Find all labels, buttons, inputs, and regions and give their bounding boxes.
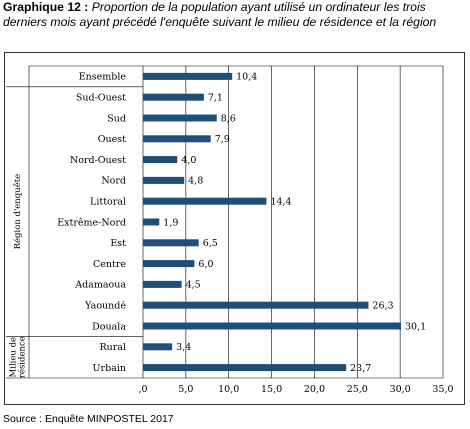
bar [143,260,195,268]
grid-lines [142,65,444,379]
value-label: 3,4 [176,342,191,353]
category-label: Est [110,238,126,249]
category-label: Nord [101,176,126,187]
bar [143,156,178,164]
value-label: 1,9 [163,217,178,228]
category-label: Sud [107,113,126,124]
x-tick-label: 5,0 [178,384,193,395]
x-tick-label: 10,0 [218,384,239,395]
category-label: Douala [92,321,126,332]
bar [143,280,182,288]
x-tick-label: 15,0 [261,384,282,395]
value-label: 8,6 [221,113,236,124]
category-labels: Ensemble Sud-Ouest Sud Ouest Nord-Ouest Nord L… [57,72,126,374]
category-label: Extrême-Nord [57,217,126,228]
value-labels: 10,4 7,1 8,6 7,9 4,0 4,8 14,4 1,9 6,5 6,0 4,5 26,3 3… [163,72,426,374]
value-label: 4,0 [181,155,196,166]
bar [143,343,173,351]
x-tick-label: 30,0 [390,384,411,395]
group-label-line: résidence [17,336,28,378]
bar [143,322,401,330]
x-tick-label: ,0 [138,384,147,395]
value-label: 7,1 [208,93,223,104]
x-tick-label: 25,0 [347,384,368,395]
bar [143,301,369,309]
category-label: Centre [93,259,126,270]
source-note: Source : Enquête MINPOSTEL 2017 [3,413,174,425]
bar [143,93,204,101]
category-label: Rural [99,342,126,353]
chart-number: Graphique 12 : [3,0,89,14]
value-label: 23,7 [350,363,371,374]
bar [143,197,267,205]
group-label: Milieu derésidence [9,336,28,378]
category-label: Littoral [90,197,126,208]
value-label: 6,5 [203,238,218,249]
bar [143,218,160,226]
category-label: Ouest [98,134,126,145]
bar [143,135,211,143]
value-label: 26,3 [372,301,393,312]
value-label: 6,0 [198,259,213,270]
category-label: Nord-Ouest [70,155,126,166]
chart-frame [4,52,465,405]
value-label: 30,1 [405,321,426,332]
bar [143,364,347,372]
category-label: Adamaoua [74,280,126,291]
chart-heading: Graphique 12 : Proportion de la populati… [3,0,465,30]
x-tick-label: 20,0 [304,384,325,395]
chart-title: Proportion de la population ayant utilis… [3,0,437,29]
value-label: 14,4 [270,197,291,208]
x-tick-label: 35,0 [432,384,453,395]
category-label: Yaoundé [84,301,126,312]
category-groups: Région d'enquête Milieu derésidence [6,65,143,379]
group-label-line: Milieu de [9,337,19,378]
bar-chart: Ensemble Sud-Ouest Sud Ouest Nord-Ouest Nord L… [4,52,465,405]
x-tick-labels: ,0 5,0 10,0 15,0 20,0 25,0 30,0 35,0 [138,384,453,395]
group-label: Région d'enquête [12,174,23,250]
value-label: 10,4 [236,72,257,83]
category-label: Sud-Ouest [76,93,126,104]
bars [143,72,401,372]
value-label: 7,9 [215,134,230,145]
bar [143,72,233,80]
bar [143,114,217,122]
group-label-line: Région d'enquête [12,174,23,250]
value-label: 4,5 [186,280,201,291]
bar [143,239,199,247]
category-label: Ensemble [79,72,127,83]
value-label: 4,8 [188,176,203,187]
category-label: Urbain [93,363,126,374]
bar [143,176,185,184]
